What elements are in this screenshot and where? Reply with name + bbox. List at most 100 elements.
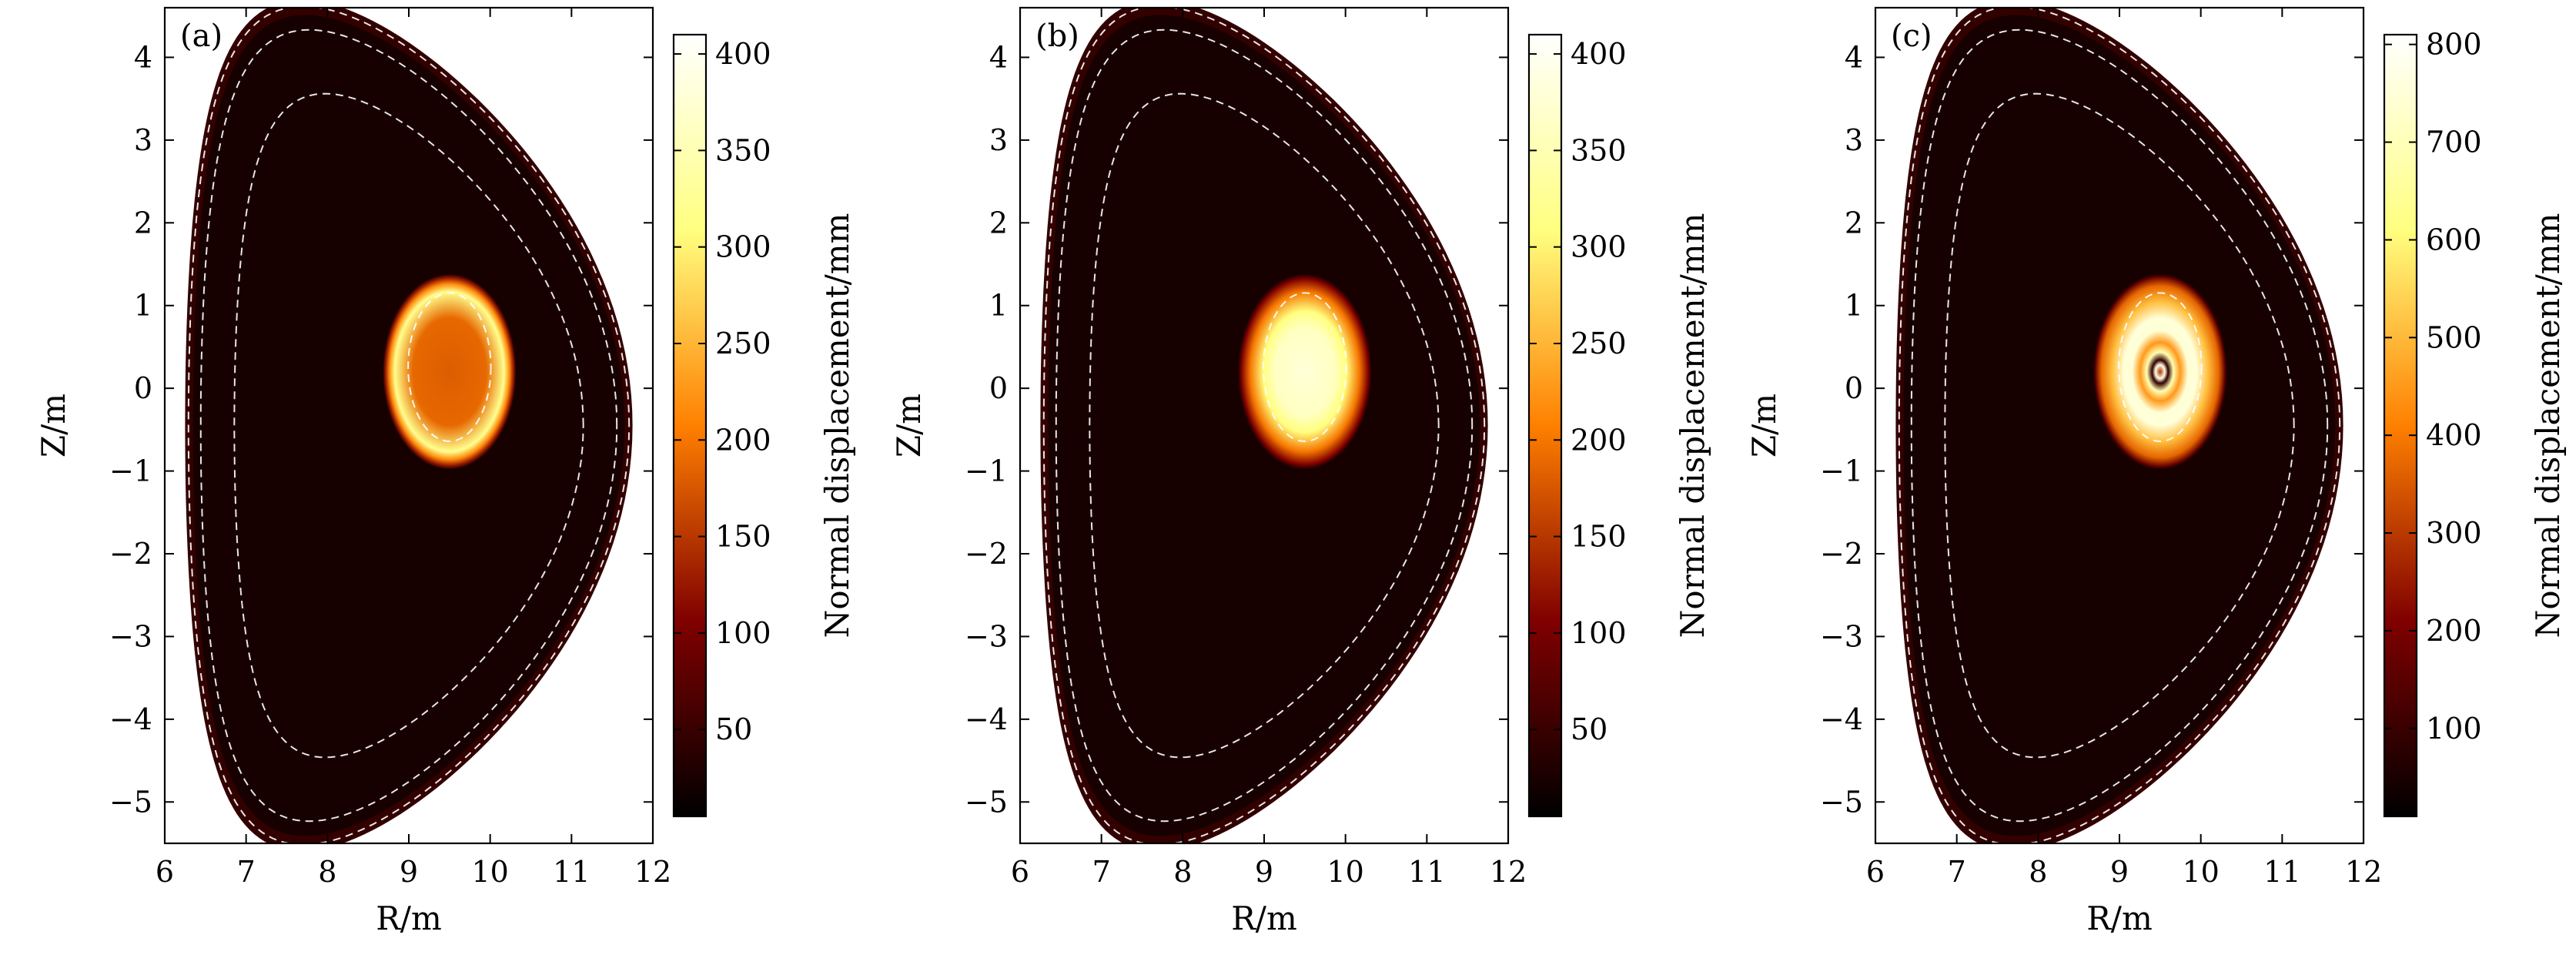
colorbar-tick-label: 100 bbox=[715, 616, 771, 650]
y-tick-label: −3 bbox=[1820, 619, 1863, 653]
colorbar bbox=[2384, 35, 2417, 816]
colorbar-frame bbox=[1527, 33, 1563, 818]
colorbar-tick-label: 250 bbox=[1571, 327, 1627, 360]
y-tick-label: −4 bbox=[109, 702, 152, 736]
y-tick-label: 3 bbox=[1845, 123, 1863, 157]
x-tick-label: 11 bbox=[553, 855, 590, 889]
x-tick-label: 9 bbox=[400, 855, 418, 889]
y-tick-label: 4 bbox=[1845, 40, 1863, 74]
colorbar-tick-label: 200 bbox=[2426, 614, 2482, 648]
y-tick-label: −3 bbox=[109, 619, 152, 653]
colorbar bbox=[674, 35, 706, 816]
displacement-hotspot bbox=[2093, 273, 2227, 470]
x-axis-label: R/m bbox=[1231, 900, 1297, 937]
x-tick-label: 8 bbox=[2029, 855, 2047, 889]
colorbar-tick-label: 50 bbox=[715, 712, 752, 746]
colorbar-tick-label: 400 bbox=[1571, 37, 1627, 71]
panel-c: 6 7 8 9 10 11 12−5−4−3−2−101234R/mZ/m(c)100200… bbox=[1745, 6, 2567, 937]
y-axis-label: Z/m bbox=[1745, 394, 1783, 457]
colorbar-tick-label: 700 bbox=[2426, 126, 2482, 159]
x-axis-label: R/m bbox=[376, 900, 442, 937]
y-tick-label: 1 bbox=[1845, 289, 1863, 323]
colorbar-tick-label: 200 bbox=[715, 423, 771, 457]
flux-surface-3 bbox=[233, 92, 584, 759]
plasma-map bbox=[185, 8, 633, 843]
colorbar-tick-label: 600 bbox=[2426, 223, 2482, 256]
panel-label: (c) bbox=[1891, 18, 1932, 54]
y-tick-label: −4 bbox=[965, 702, 1008, 736]
colorbar-label: Normal displacement/mm bbox=[1674, 213, 1711, 638]
y-tick-label: 0 bbox=[1845, 371, 1863, 405]
colorbar-tick-label: 400 bbox=[715, 37, 771, 71]
plasma-map bbox=[1895, 8, 2343, 843]
flux-surface-2 bbox=[1055, 28, 1474, 823]
x-tick-label: 9 bbox=[2110, 855, 2129, 889]
colorbar-tick-label: 150 bbox=[1571, 520, 1627, 554]
colorbar-frame bbox=[2383, 33, 2418, 818]
colorbar-tick-label: 400 bbox=[2426, 418, 2482, 452]
x-tick-label: 12 bbox=[634, 855, 671, 889]
x-tick-label: 6 bbox=[156, 855, 174, 889]
colorbar-tick-label: 100 bbox=[2426, 712, 2482, 746]
x-tick-label: 9 bbox=[1255, 855, 1273, 889]
x-tick-label: 6 bbox=[1866, 855, 1885, 889]
colorbar-tick-label: 500 bbox=[2426, 320, 2482, 354]
colorbar-frame bbox=[672, 33, 708, 818]
flux-surface-1 bbox=[1898, 8, 2341, 843]
x-tick-label: 7 bbox=[1948, 855, 1966, 889]
x-tick-label: 12 bbox=[1490, 855, 1527, 889]
panel-label: (a) bbox=[180, 18, 222, 54]
flux-surface-inner bbox=[1263, 292, 1347, 443]
flux-surface-3 bbox=[1944, 92, 2295, 759]
colorbar-tick-label: 100 bbox=[1571, 616, 1627, 650]
y-tick-label: −3 bbox=[965, 619, 1008, 653]
x-tick-label: 6 bbox=[1011, 855, 1029, 889]
y-tick-label: −2 bbox=[1820, 537, 1863, 571]
x-tick-label: 10 bbox=[471, 855, 508, 889]
colorbar-label: Normal displacement/mm bbox=[818, 213, 856, 638]
colorbar bbox=[1529, 35, 1561, 816]
x-tick-label: 10 bbox=[1326, 855, 1363, 889]
panel-label: (b) bbox=[1035, 18, 1079, 54]
flux-surface-1 bbox=[187, 8, 631, 843]
y-tick-label: −2 bbox=[109, 537, 152, 571]
displacement-hotspot bbox=[383, 273, 517, 470]
y-tick-label: −5 bbox=[109, 785, 152, 819]
y-tick-label: 4 bbox=[134, 40, 152, 74]
y-tick-label: 2 bbox=[134, 206, 152, 240]
flux-surface-1 bbox=[1042, 8, 1486, 843]
x-tick-label: 11 bbox=[1408, 855, 1445, 889]
y-tick-label: −5 bbox=[965, 785, 1008, 819]
x-tick-label: 11 bbox=[2263, 855, 2300, 889]
colorbar-tick-label: 350 bbox=[1571, 133, 1627, 167]
y-tick-label: 2 bbox=[1845, 206, 1863, 240]
x-tick-label: 7 bbox=[1092, 855, 1111, 889]
colorbar-tick-label: 250 bbox=[715, 327, 771, 360]
y-tick-label: 0 bbox=[989, 371, 1008, 405]
colorbar-tick-label: 300 bbox=[1571, 230, 1627, 264]
y-tick-label: 1 bbox=[134, 289, 152, 323]
y-tick-label: −1 bbox=[1820, 454, 1863, 488]
y-tick-label: 4 bbox=[989, 40, 1008, 74]
y-tick-label: −2 bbox=[965, 537, 1008, 571]
y-tick-label: 2 bbox=[989, 206, 1008, 240]
y-tick-label: −1 bbox=[109, 454, 152, 488]
colorbar-tick-label: 50 bbox=[1571, 712, 1607, 746]
colorbar-tick-label: 300 bbox=[715, 230, 771, 264]
y-tick-label: 3 bbox=[989, 123, 1008, 157]
panel-b: 6 7 8 9 10 11 12−5−4−3−2−101234R/mZ/m(b)501001… bbox=[890, 6, 1711, 937]
flux-surface-3 bbox=[1089, 92, 1440, 759]
y-tick-label: −5 bbox=[1820, 785, 1863, 819]
colorbar-label: Normal displacement/mm bbox=[2529, 213, 2567, 638]
colorbar-tick-label: 800 bbox=[2426, 28, 2482, 62]
colorbar-tick-label: 200 bbox=[1571, 423, 1627, 457]
panel-a: 6 7 8 9 10 11 12−5−4−3−2−101234R/mZ/m(a)501001… bbox=[35, 6, 856, 937]
y-tick-label: −1 bbox=[965, 454, 1008, 488]
y-tick-label: 1 bbox=[989, 289, 1008, 323]
x-tick-label: 8 bbox=[1173, 855, 1192, 889]
displacement-hotspot bbox=[1238, 273, 1372, 470]
y-tick-label: 3 bbox=[134, 123, 152, 157]
colorbar-tick-label: 150 bbox=[715, 520, 771, 554]
colorbar-tick-label: 350 bbox=[715, 133, 771, 167]
